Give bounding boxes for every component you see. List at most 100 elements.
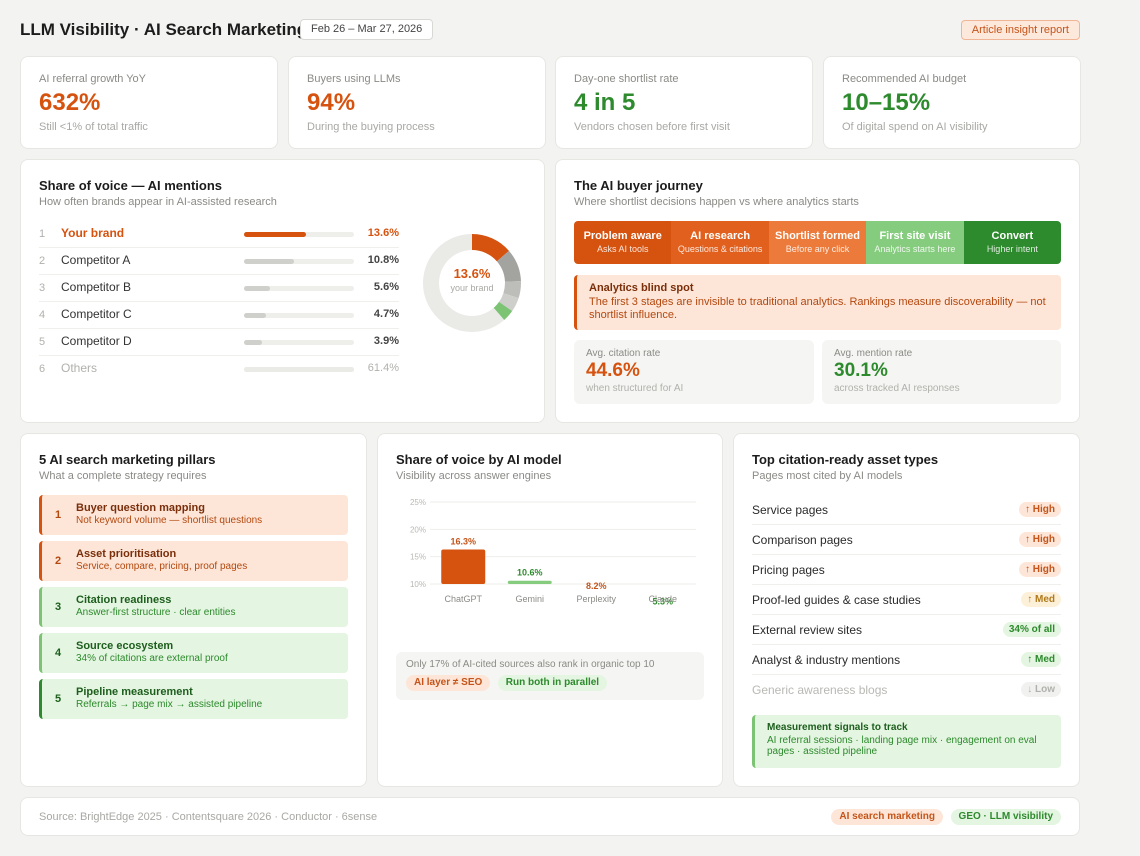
- callout-title: Analytics blind spot: [589, 282, 694, 294]
- card-title: Top citation-ready asset types: [752, 452, 939, 467]
- pillar-asset-prioritisation[interactable]: 2 Asset prioritisation Service, compare,…: [39, 541, 348, 581]
- donut-slice-others: [423, 234, 505, 332]
- y-tick-label: 10%: [410, 580, 426, 589]
- bar-value-label: 5.3%: [652, 597, 673, 607]
- stage-sub: Asks AI tools: [596, 244, 649, 254]
- x-category-label: Gemini: [515, 594, 544, 604]
- stage-title: First site visit: [879, 230, 951, 242]
- kpi-subtext: Vendors chosen before first visit: [574, 121, 730, 133]
- share-of-voice-donut: [423, 234, 521, 332]
- run-parallel-pill: Run both in parallel: [497, 675, 608, 691]
- pillars-card: 5 AI search marketing pillars What a com…: [20, 433, 367, 787]
- stage-sub: Before any click: [785, 244, 850, 254]
- rank: 5: [39, 336, 46, 348]
- pillar-title: Asset prioritisation: [76, 548, 177, 560]
- y-tick-label: 25%: [410, 498, 426, 507]
- sov-row-your-brand[interactable]: 1 Your brand 13.6%: [39, 221, 399, 248]
- asset-row-generic-blogs[interactable]: Generic awareness blogs ↓ Low: [752, 675, 1061, 705]
- bar-track: [244, 313, 354, 318]
- footer: Source: BrightEdge 2025 · Contentsquare …: [20, 797, 1080, 836]
- source-text: Source: BrightEdge 2025 · Contentsquare …: [39, 811, 378, 823]
- tag-ai-search-marketing[interactable]: AI search marketing: [831, 809, 943, 825]
- callout-title: Measurement signals to track: [767, 722, 908, 733]
- kpi-value: 10–15%: [842, 89, 931, 116]
- priority-badge: 34% of all: [1002, 622, 1061, 637]
- pillar-buyer-question-mapping[interactable]: 1 Buyer question mapping Not keyword vol…: [39, 495, 348, 535]
- bar-fill: [244, 286, 270, 291]
- share-of-voice-card: Share of voice — AI mentions How often b…: [20, 159, 545, 423]
- asset-name: Pricing pages: [752, 563, 825, 577]
- kpi-card-ai-referral-growth: AI referral growth YoY 632% Still <1% of…: [20, 56, 278, 149]
- rank: 4: [39, 309, 46, 321]
- brand-name: Competitor C: [61, 307, 132, 321]
- kpi-value: 4 in 5: [574, 89, 636, 116]
- journey-stages: Problem aware Asks AI tools AI research …: [574, 221, 1061, 264]
- priority-badge: ↑ High: [1019, 562, 1061, 577]
- kpi-label: Recommended AI budget: [842, 73, 967, 85]
- asset-row-proof-led-guides[interactable]: Proof-led guides & case studies ↑ Med: [752, 585, 1061, 615]
- sov-row-others[interactable]: 6 Others 61.4%: [39, 356, 399, 383]
- share-by-model-card: Share of voice by AI model Visibility ac…: [377, 433, 723, 787]
- stage-title: Convert: [991, 230, 1034, 242]
- journey-stage-shortlist-formed[interactable]: Shortlist formed Before any click: [768, 221, 867, 264]
- pillar-title: Citation readiness: [76, 594, 172, 606]
- pillar-citation-readiness[interactable]: 3 Citation readiness Answer-first struct…: [39, 587, 348, 627]
- sov-row-competitor-d[interactable]: 5 Competitor D 3.9%: [39, 329, 399, 356]
- donut-slice-competitor-b: [503, 281, 521, 299]
- journey-stage-problem-aware[interactable]: Problem aware Asks AI tools: [574, 221, 672, 264]
- pillar-title: Source ecosystem: [76, 640, 174, 652]
- bar-chatgpt[interactable]: [441, 549, 486, 584]
- pillar-number: 1: [55, 509, 62, 521]
- metric-value: 44.6%: [586, 360, 640, 381]
- journey-stage-ai-research[interactable]: AI research Questions & citations: [671, 221, 769, 264]
- kpi-label: AI referral growth YoY: [39, 73, 147, 85]
- bar-fill: [244, 232, 307, 237]
- pillar-number: 5: [55, 693, 62, 705]
- ai-layer-pill: AI layer ≠ SEO: [406, 675, 491, 691]
- priority-badge: ↓ Low: [1021, 682, 1061, 697]
- y-tick-label: 15%: [410, 553, 426, 562]
- pillar-number: 3: [55, 601, 62, 613]
- metric-label: Avg. mention rate: [834, 348, 913, 359]
- journey-stage-first-site-visit[interactable]: First site visit Analytics starts here: [866, 221, 964, 264]
- tag-geo-llm-visibility[interactable]: GEO · LLM visibility: [950, 809, 1061, 825]
- sov-row-competitor-c[interactable]: 4 Competitor C 4.7%: [39, 302, 399, 329]
- asset-row-external-review-sites[interactable]: External review sites 34% of all: [752, 615, 1061, 645]
- asset-name: External review sites: [752, 623, 863, 637]
- sov-row-competitor-a[interactable]: 2 Competitor A 10.8%: [39, 248, 399, 275]
- page-title: LLM Visibility · AI Search Marketing: [20, 20, 308, 39]
- rank: 3: [39, 282, 46, 294]
- pillar-source-ecosystem[interactable]: 4 Source ecosystem 34% of citations are …: [39, 633, 348, 673]
- metric-sub: when structured for AI: [586, 383, 684, 394]
- brand-name: Competitor A: [61, 253, 131, 267]
- pillar-title: Buyer question mapping: [76, 502, 205, 514]
- card-title: Share of voice by AI model: [396, 452, 562, 467]
- date-range-picker[interactable]: Feb 26 – Mar 27, 2026: [300, 19, 434, 40]
- share-value: 4.7%: [373, 308, 399, 320]
- asset-row-analyst-mentions[interactable]: Analyst & industry mentions ↑ Med: [752, 645, 1061, 675]
- article-insight-report-button[interactable]: Article insight report: [960, 20, 1080, 40]
- asset-row-service-pages[interactable]: Service pages ↑ High: [752, 495, 1061, 525]
- share-value: 10.8%: [367, 254, 399, 266]
- card-subtitle: Pages most cited by AI models: [752, 470, 903, 482]
- asset-row-pricing-pages[interactable]: Pricing pages ↑ High: [752, 555, 1061, 585]
- header: LLM Visibility · AI Search Marketing Feb…: [20, 18, 1080, 42]
- priority-badge: ↑ High: [1019, 532, 1061, 547]
- donut-slice-brand: [471, 234, 509, 262]
- card-title: Share of voice — AI mentions: [39, 178, 223, 193]
- bar-value-label: 8.2%: [586, 581, 607, 591]
- bar-track: [244, 259, 354, 264]
- donut-slice-competitor-c: [498, 292, 519, 312]
- bar-fill: [244, 259, 294, 264]
- card-title: 5 AI search marketing pillars: [39, 452, 216, 467]
- metric-label: Avg. citation rate: [586, 348, 661, 359]
- kpi-label: Day-one shortlist rate: [574, 73, 679, 85]
- journey-stage-convert[interactable]: Convert Higher intent: [963, 221, 1061, 264]
- pillar-desc: Referrals → page mix → assisted pipeline: [76, 699, 263, 710]
- bar-gemini[interactable]: [507, 580, 552, 584]
- pillar-pipeline-measurement[interactable]: 5 Pipeline measurement Referrals → page …: [39, 679, 348, 719]
- asset-row-comparison-pages[interactable]: Comparison pages ↑ High: [752, 525, 1061, 555]
- sov-row-competitor-b[interactable]: 3 Competitor B 5.6%: [39, 275, 399, 302]
- kpi-card-ai-budget: Recommended AI budget 10–15% Of digital …: [823, 56, 1081, 149]
- donut-center: 13.6% your brand: [422, 266, 522, 293]
